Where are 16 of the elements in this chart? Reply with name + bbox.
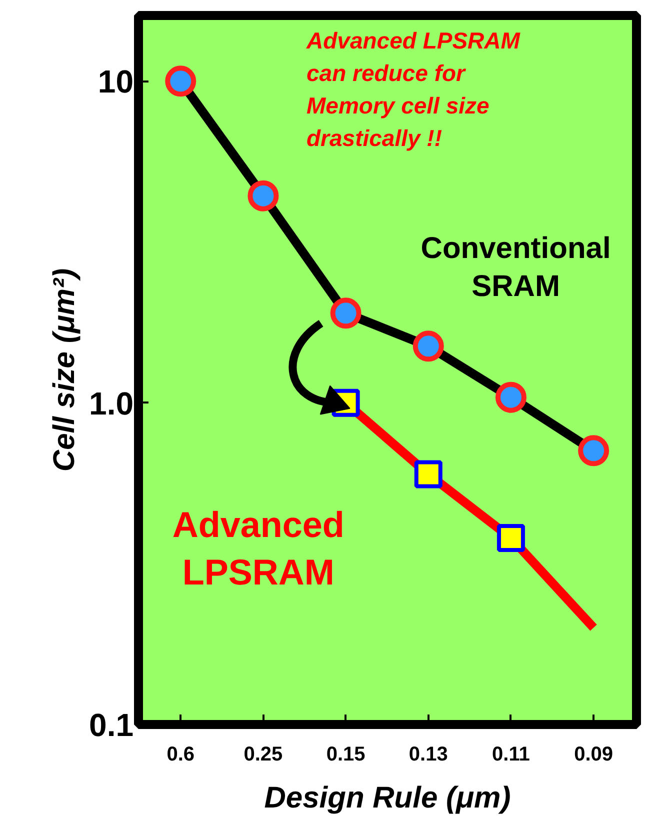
x-tick-label: 0.09 xyxy=(574,744,614,766)
x-tick-label: 0.15 xyxy=(326,744,366,766)
x-tick-label: 0.13 xyxy=(408,744,448,766)
x-tick-label: 0.25 xyxy=(244,744,283,766)
point xyxy=(414,460,442,488)
x-axis-title: Design Rule (μm) xyxy=(264,782,511,814)
y-axis-title: Cell size (μm²) xyxy=(48,268,82,472)
text: Advanced LPSRAM xyxy=(172,504,344,592)
y-tick-label: 0.1 xyxy=(89,707,134,743)
x-tick-label: 0.11 xyxy=(492,744,530,766)
y-tick-label: 1.0 xyxy=(89,385,134,422)
point xyxy=(496,524,525,552)
x-tick-label: 0.6 xyxy=(166,744,195,766)
y-tick-label: 10 xyxy=(98,64,134,100)
annotation: Advanced LPSRAM can reduce for Memory cell size drastically !! xyxy=(306,28,521,151)
series-label: Conventional SRAM xyxy=(420,232,611,304)
